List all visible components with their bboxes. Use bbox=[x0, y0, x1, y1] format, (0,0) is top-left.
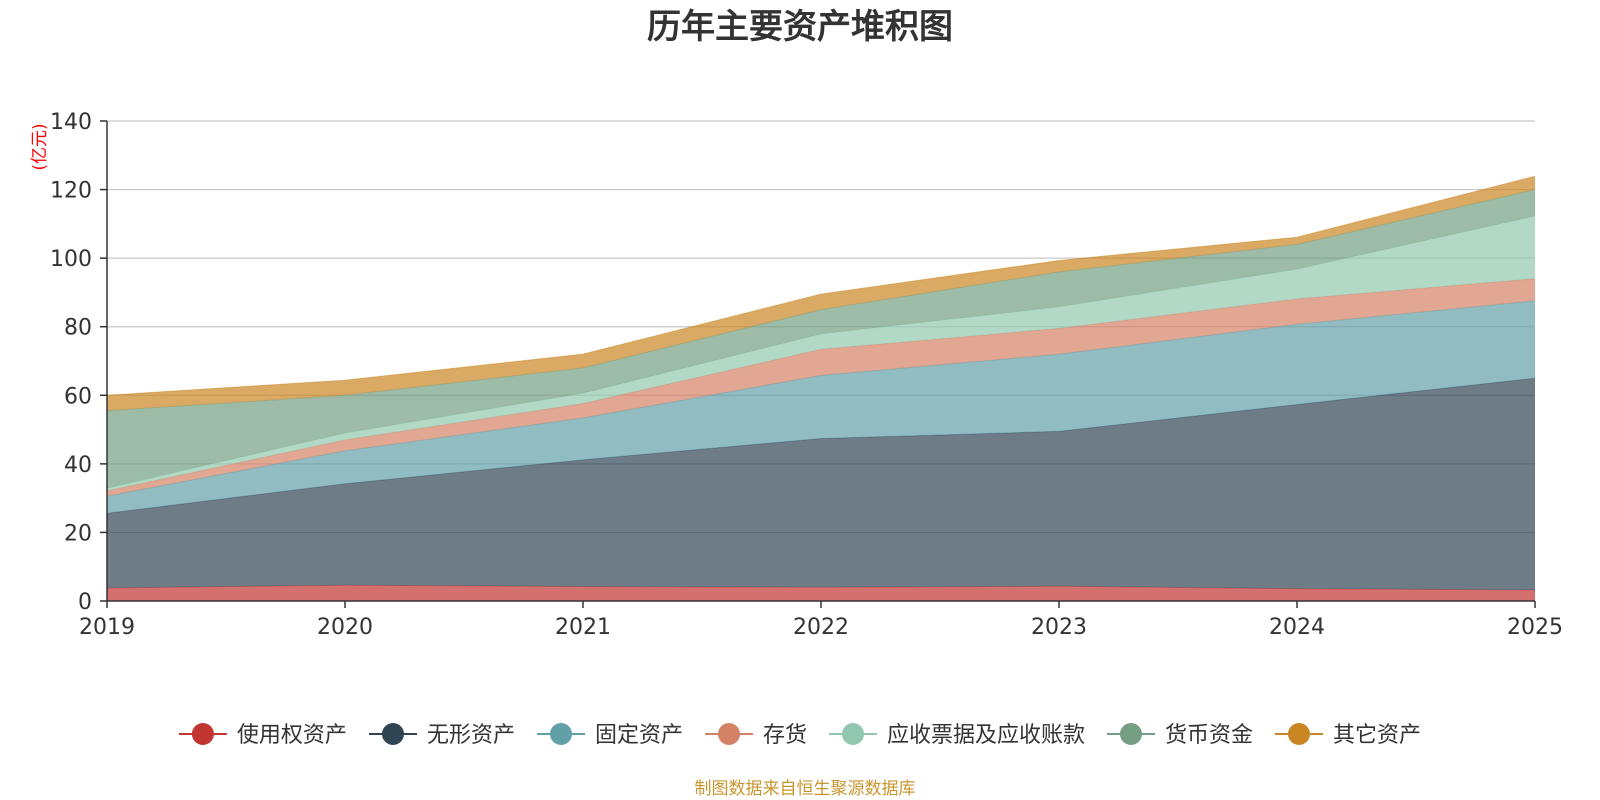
legend-item-series-4[interactable]: 应收票据及应收账款 bbox=[829, 723, 1085, 748]
area-series-0 bbox=[107, 585, 1535, 601]
x-tick-label: 2021 bbox=[555, 615, 611, 640]
legend-item-series-6[interactable]: 其它资产 bbox=[1275, 723, 1421, 748]
legend-circle-icon bbox=[718, 723, 740, 745]
legend-item-series-2[interactable]: 固定资产 bbox=[537, 723, 683, 748]
area-layer bbox=[106, 175, 1536, 601]
axis-layer: 0 20 40 60 80 100 120 140 2019 2020 2021 2022 2023 20… bbox=[50, 110, 1563, 640]
y-tick-label: 120 bbox=[50, 179, 92, 204]
legend-label: 货币资金 bbox=[1165, 723, 1253, 748]
source-note: 制图数据来自恒生聚源数据库 bbox=[695, 779, 916, 799]
legend-item-series-0[interactable]: 使用权资产 bbox=[178, 723, 347, 748]
legend-circle-icon bbox=[842, 723, 864, 745]
legend-label: 其它资产 bbox=[1333, 723, 1421, 748]
x-tick-label: 2025 bbox=[1507, 615, 1563, 640]
y-tick-label: 40 bbox=[64, 453, 92, 478]
area-series-1 bbox=[107, 378, 1535, 590]
legend-label: 固定资产 bbox=[595, 723, 683, 748]
legend: 使用权资产 无形资产 固定资产 存货 应收票据及应收账款 货币资金 其它资产 bbox=[178, 723, 1421, 748]
area-series-2 bbox=[107, 300, 1535, 514]
chart-title: 历年主要资产堆积图 bbox=[647, 7, 953, 47]
x-tick-label: 2024 bbox=[1269, 615, 1325, 640]
area-edge-series-6 bbox=[106, 175, 1536, 396]
x-tick-label: 2023 bbox=[1031, 615, 1087, 640]
legend-item-series-3[interactable]: 存货 bbox=[705, 723, 807, 748]
y-tick-label: 80 bbox=[64, 316, 92, 341]
y-axis-unit-label: (亿元) bbox=[30, 123, 50, 170]
x-tick-label: 2020 bbox=[317, 615, 373, 640]
legend-label: 存货 bbox=[763, 723, 807, 748]
y-tick-label: 60 bbox=[64, 384, 92, 409]
legend-circle-icon bbox=[1120, 723, 1142, 745]
legend-circle-icon bbox=[382, 723, 404, 745]
legend-label: 使用权资产 bbox=[237, 723, 347, 748]
x-tick-label: 2022 bbox=[793, 615, 849, 640]
area-series-6 bbox=[107, 176, 1535, 411]
y-tick-label: 0 bbox=[78, 590, 92, 615]
x-tick-label: 2019 bbox=[79, 615, 135, 640]
y-tick-label: 20 bbox=[64, 521, 92, 546]
area-series-5 bbox=[107, 189, 1535, 489]
legend-circle-icon bbox=[191, 723, 214, 745]
y-tick-label: 100 bbox=[50, 247, 92, 272]
legend-label: 应收票据及应收账款 bbox=[887, 723, 1085, 748]
legend-circle-icon bbox=[550, 723, 572, 745]
legend-item-series-1[interactable]: 无形资产 bbox=[369, 723, 515, 748]
y-tick-label: 140 bbox=[50, 110, 92, 135]
legend-circle-icon bbox=[1288, 723, 1310, 745]
legend-item-series-5[interactable]: 货币资金 bbox=[1107, 723, 1253, 748]
legend-label: 无形资产 bbox=[427, 723, 515, 748]
area-series-3 bbox=[107, 278, 1535, 497]
